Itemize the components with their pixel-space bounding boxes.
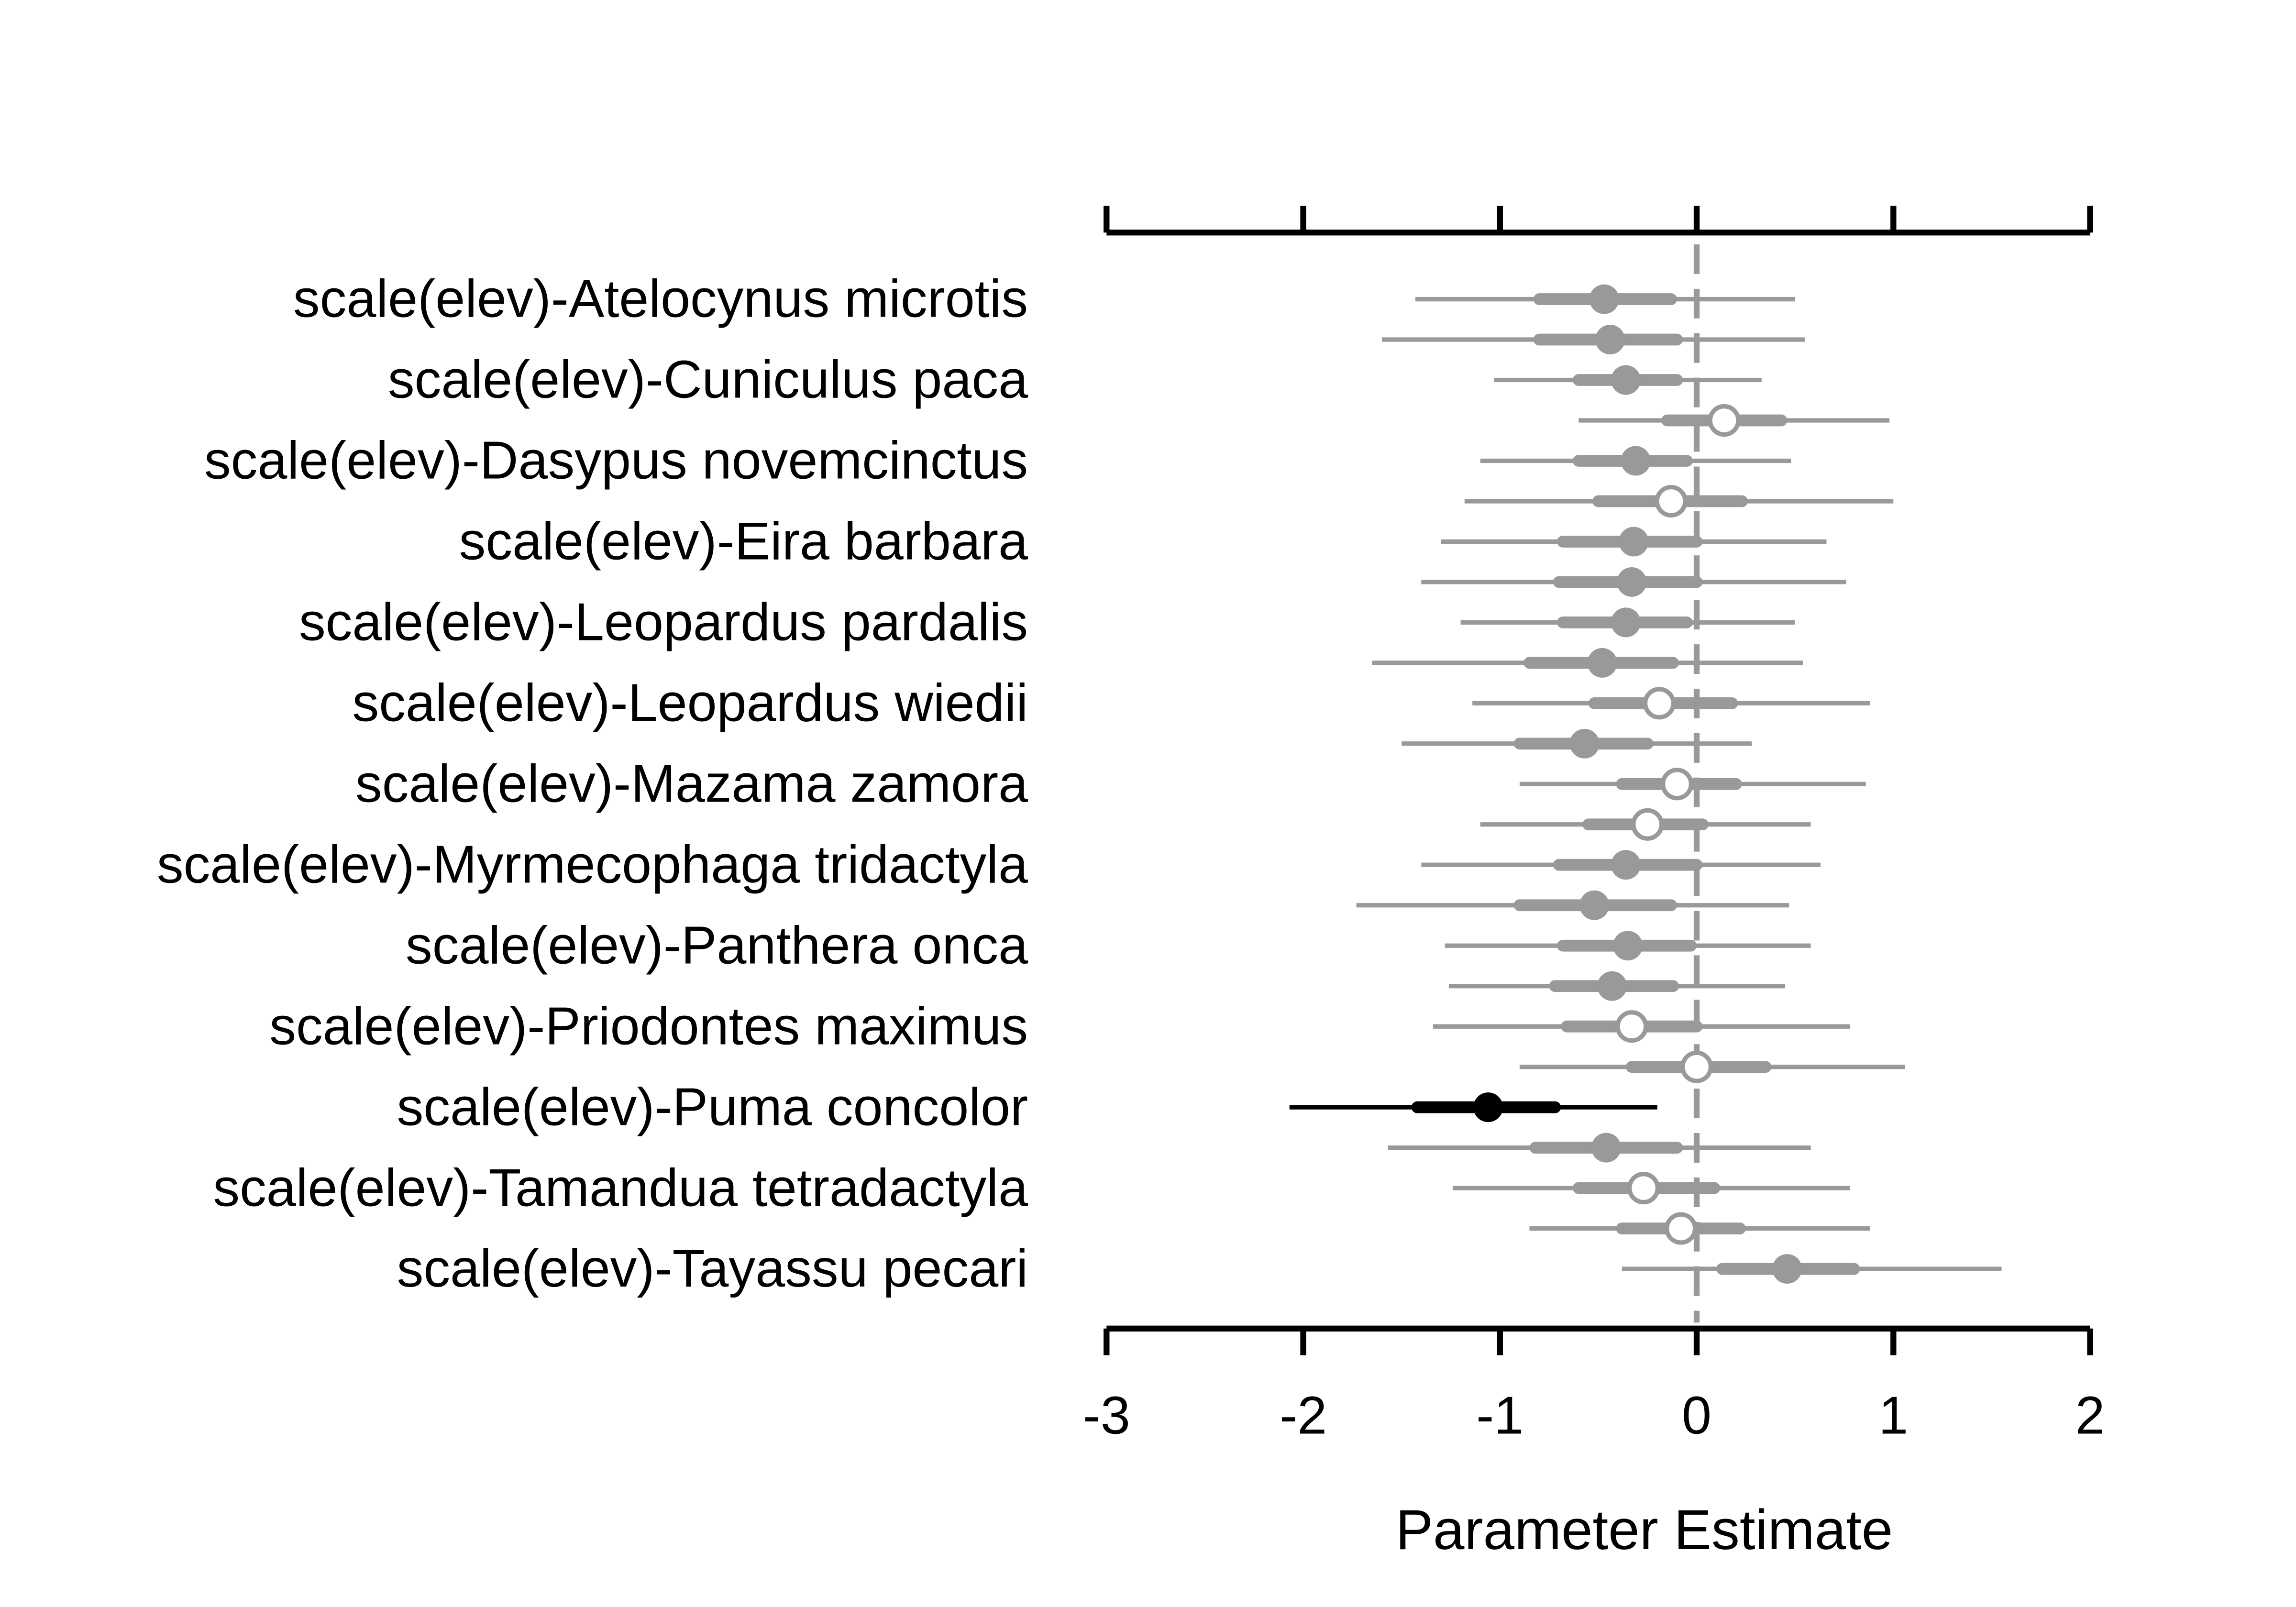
point-estimate [1772, 1254, 1802, 1284]
x-tick-label: -3 [1083, 1386, 1130, 1445]
point-estimate [1615, 1010, 1648, 1043]
point-estimate [1613, 931, 1643, 961]
species-label: scale(elev)-Leopardus pardalis [299, 592, 1028, 652]
estimate-row [1480, 446, 1791, 476]
estimate-row [1453, 1172, 1850, 1205]
point-estimate [1591, 1133, 1621, 1163]
estimate-row [1433, 1010, 1850, 1043]
point-estimate [1611, 850, 1641, 880]
species-label: scale(elev)-Leopardus wiedii [353, 673, 1028, 733]
x-tick-label: -1 [1476, 1386, 1523, 1445]
point-estimate [1660, 768, 1693, 801]
estimate-row [1388, 1133, 1811, 1163]
species-label: scale(elev)-Cuniculus paca [388, 350, 1028, 409]
estimate-row [1421, 850, 1821, 880]
estimate-row [1460, 607, 1795, 638]
estimate-row [1622, 1254, 2002, 1284]
estimate-row [1402, 728, 1752, 759]
estimate-row [1421, 567, 1846, 597]
species-label: scale(elev)-Priodontes maximus [269, 996, 1028, 1056]
point-estimate [1569, 728, 1600, 759]
estimate-row [1448, 971, 1786, 1001]
species-label: scale(elev)-Mazama zamora [355, 753, 1028, 813]
x-tick-label: 0 [1682, 1386, 1711, 1445]
species-label: scale(elev)-Myrmecophaga tridactyla [157, 834, 1028, 894]
point-estimate [1665, 1212, 1698, 1245]
point-estimate [1611, 365, 1641, 395]
estimate-row [1519, 1050, 1905, 1083]
top-axis [1104, 206, 2093, 236]
point-estimate [1627, 1172, 1660, 1205]
point-estimate [1595, 325, 1625, 354]
estimate-row [1372, 648, 1803, 678]
estimate-row [1472, 687, 1870, 720]
estimate-row [1415, 284, 1795, 314]
point-estimate [1619, 527, 1649, 557]
point-estimate [1587, 648, 1617, 678]
estimate-row [1519, 768, 1866, 801]
point-estimate [1473, 1092, 1503, 1123]
estimate-row [1289, 1092, 1657, 1123]
row-labels: scale(elev)-Atelocynus microtis scale(ele… [157, 269, 1028, 1299]
estimate-row [1578, 404, 1890, 437]
x-tick-label: 1 [1878, 1386, 1908, 1445]
point-estimate [1597, 971, 1627, 1001]
point-estimate [1655, 484, 1688, 518]
x-tick-label: 2 [2075, 1386, 2105, 1445]
point-estimate [1621, 446, 1651, 476]
species-label: scale(elev)-Puma concolor [397, 1077, 1028, 1136]
point-estimate [1617, 567, 1647, 597]
point-estimate [1643, 687, 1676, 720]
estimate-row [1464, 484, 1894, 518]
species-label: scale(elev)-Eira barbara [459, 511, 1028, 571]
species-label: scale(elev)-Tayassu pecari [397, 1238, 1028, 1298]
species-label: scale(elev)-Tamandua tetradactyla [213, 1157, 1028, 1217]
estimate-row [1480, 808, 1811, 841]
estimate-row [1441, 527, 1827, 557]
point-estimate [1579, 890, 1610, 920]
estimate-row [1494, 365, 1762, 395]
point-estimate [1611, 607, 1641, 638]
estimate-marks [1289, 284, 2002, 1284]
estimate-row [1356, 890, 1789, 920]
point-estimate [1589, 284, 1619, 314]
x-axis-title: Parameter Estimate [1396, 1498, 1893, 1561]
x-tick-label: -2 [1280, 1386, 1327, 1445]
point-estimate [1631, 808, 1664, 841]
species-label: scale(elev)-Atelocynus microtis [293, 269, 1028, 329]
point-estimate [1680, 1050, 1713, 1083]
species-label: scale(elev)-Panthera onca [406, 915, 1028, 975]
estimate-row [1382, 325, 1805, 354]
species-label: scale(elev)-Dasypus novemcinctus [204, 430, 1028, 490]
bottom-axis: -3 -2 -1 0 1 2 [1083, 1325, 2105, 1445]
estimate-row [1529, 1212, 1870, 1245]
estimate-row [1445, 931, 1811, 961]
point-estimate [1708, 404, 1741, 437]
